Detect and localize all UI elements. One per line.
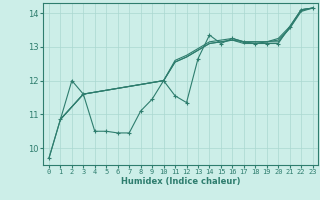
X-axis label: Humidex (Indice chaleur): Humidex (Indice chaleur) (121, 177, 241, 186)
